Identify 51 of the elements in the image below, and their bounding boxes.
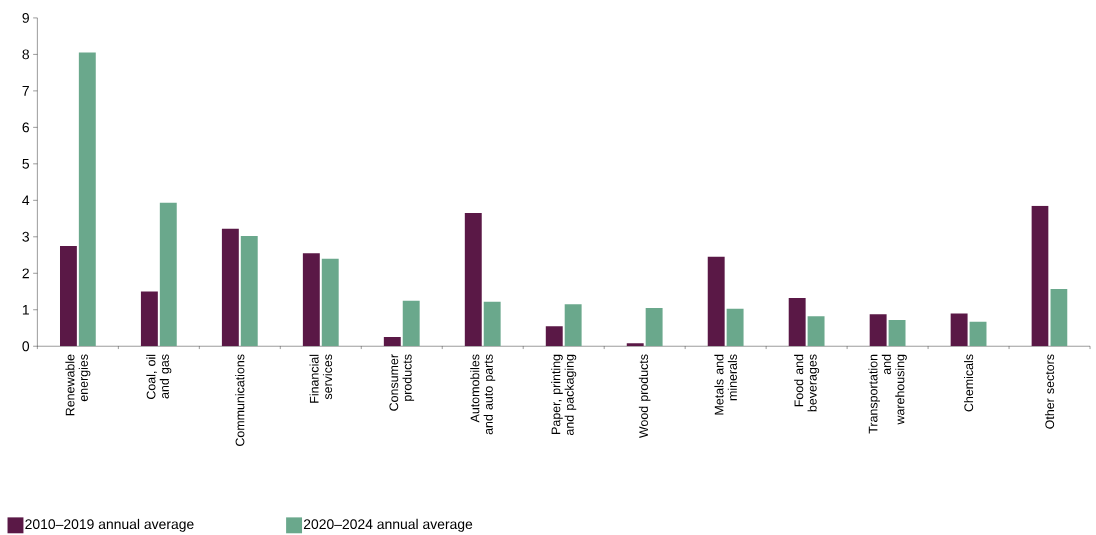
bar [626, 343, 644, 347]
bar [140, 291, 158, 347]
bar [807, 316, 825, 347]
x-tick-label: Coal, oil and gas [146, 354, 172, 399]
bar [78, 52, 96, 347]
bar [59, 245, 77, 347]
y-tick-label: 0 [22, 341, 30, 352]
x-tick-label: Financial services [309, 354, 333, 403]
x-tick-label: Paper, printing and packaging [551, 354, 577, 435]
bar [707, 256, 725, 347]
legend-label: 2010–2019 annual average [25, 518, 194, 532]
bar [302, 253, 320, 347]
y-tick-label: 2 [22, 268, 29, 278]
x-tick-label: Other sectors [1044, 354, 1055, 429]
bar [483, 301, 501, 347]
x-tick-label: Consumer products [389, 354, 415, 411]
bar [726, 308, 744, 347]
y-tick-label: 8 [22, 49, 30, 60]
bar [969, 321, 987, 347]
x-tick-label: Metals and minerals [714, 354, 737, 415]
bar [950, 313, 968, 347]
bar [645, 307, 663, 347]
y-tick-label: 5 [22, 158, 30, 169]
x-tick-label: Communications [235, 354, 245, 446]
x-tick-label: Automobiles and auto parts [470, 354, 496, 435]
bar [464, 212, 482, 347]
bar [402, 300, 420, 347]
x-tick-label: Renewable energies [65, 354, 91, 416]
x-tick-label: Wood products [638, 354, 651, 438]
bar [788, 297, 806, 347]
bar [869, 313, 887, 347]
bar [240, 235, 258, 347]
y-tick-label: 6 [22, 122, 29, 133]
x-tick-label: Transportation and warehousing [868, 354, 907, 434]
bar [564, 304, 582, 347]
x-tick-label: Food and beverages [794, 354, 820, 412]
bar [383, 336, 401, 347]
y-tick-label: 9 [22, 12, 29, 23]
bar [221, 228, 239, 347]
bar [545, 326, 563, 347]
y-tick-label: 3 [22, 231, 29, 242]
y-tick-label: 7 [22, 85, 29, 96]
bar [888, 319, 906, 347]
bar [1050, 288, 1068, 347]
bar [159, 202, 177, 347]
legend-label: 2020–2024 annual average [303, 518, 473, 532]
bar [321, 258, 339, 347]
bar [1031, 205, 1049, 347]
y-tick-label: 4 [22, 195, 30, 205]
x-tick-label: Chemicals [964, 354, 974, 412]
y-tick-label: 1 [22, 304, 29, 315]
